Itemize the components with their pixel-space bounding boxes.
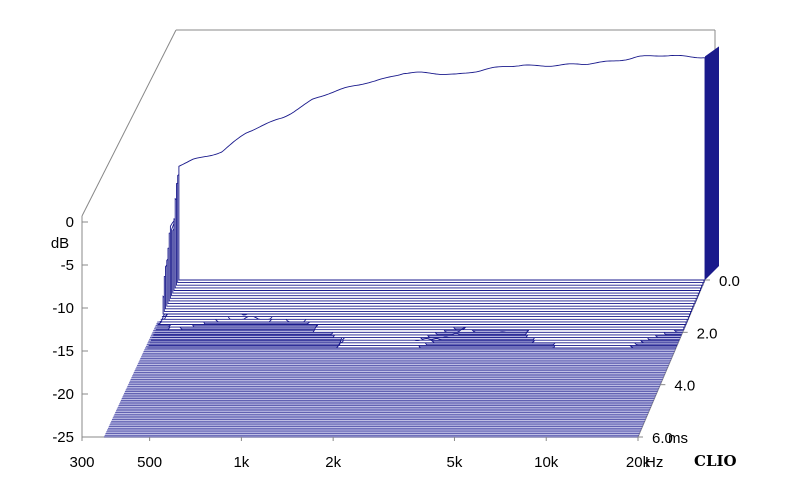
freq-tick-label: 10k	[534, 454, 559, 471]
freq-axis-label: Hz	[645, 454, 663, 471]
db-tick-label: -10	[52, 300, 74, 317]
axis-ticks	[81, 221, 710, 441]
time-tick-label: 0.0	[719, 273, 740, 290]
freq-tick-label: 1k	[233, 454, 249, 471]
freq-tick-label: 300	[69, 454, 94, 471]
side-wall	[705, 46, 719, 281]
db-tick-label: -20	[52, 386, 74, 403]
decay-curves	[147, 46, 719, 349]
db-tick-label: -15	[52, 343, 74, 360]
db-tick-label: 0	[66, 214, 74, 231]
db-tick-label: -5	[61, 257, 74, 274]
freq-tick-label: 20k	[626, 454, 651, 471]
time-tick-label: 2.0	[697, 325, 718, 342]
time-tick-label: 6.0	[652, 430, 673, 447]
freq-tick-label: 5k	[447, 454, 463, 471]
freq-tick-label: 500	[137, 454, 162, 471]
db-axis-label: dB	[51, 235, 69, 252]
decay-curve	[178, 54, 706, 281]
time-tick-label: 4.0	[674, 378, 695, 395]
db-tick-label: -25	[52, 429, 74, 446]
top-left-edge	[81, 29, 177, 217]
freq-tick-label: 2k	[325, 454, 341, 471]
time-axis-label: ms	[668, 430, 688, 447]
brand-label: CLIO	[694, 452, 737, 470]
